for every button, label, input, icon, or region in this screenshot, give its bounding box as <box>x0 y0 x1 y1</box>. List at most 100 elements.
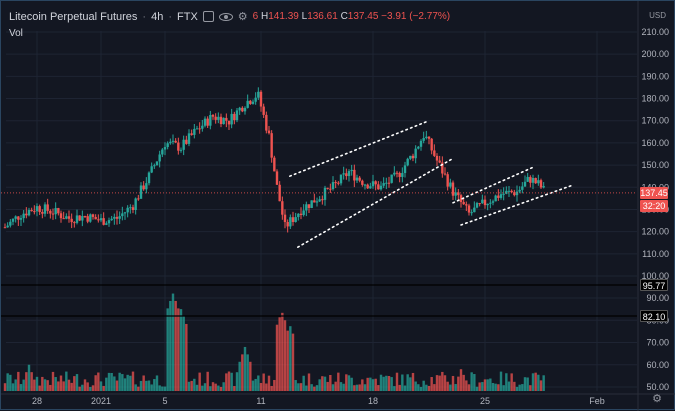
candle-body <box>449 182 452 187</box>
time-tick-label: 5 <box>162 396 167 406</box>
horizontal-levels <box>1 192 637 317</box>
volume-bar <box>414 381 417 391</box>
candle-body <box>246 100 249 108</box>
candle-body <box>534 177 537 184</box>
volume-bar <box>289 326 292 391</box>
chart-header: Litecoin Perpetual Futures · 4h · FTX ⚙ … <box>9 10 451 24</box>
candle-body <box>331 182 335 190</box>
volume-bar <box>139 380 143 391</box>
volume-bar <box>230 372 233 391</box>
volume-bar <box>441 371 444 391</box>
volume-bar <box>337 372 340 391</box>
time-tick-label: 2021 <box>91 396 111 406</box>
candle-body <box>115 216 119 219</box>
candle-body <box>369 186 372 189</box>
volume-indicator-label[interactable]: Vol <box>9 28 23 39</box>
interval-label[interactable]: 4h <box>151 10 164 23</box>
low-value: 136.61 <box>307 11 338 22</box>
volume-bar <box>267 375 271 391</box>
volume-bar <box>123 378 127 391</box>
trendline <box>296 157 454 248</box>
candle-body <box>187 133 191 144</box>
volume-bar <box>451 375 455 391</box>
volume-bar <box>241 354 244 391</box>
candle-body <box>169 141 172 144</box>
last-price-tag: 137.45 <box>640 187 668 199</box>
candle-body <box>502 193 505 195</box>
gear-icon[interactable]: ⚙ <box>237 11 248 23</box>
volume-bar <box>233 386 236 391</box>
currency-label: USD <box>649 11 666 20</box>
volume-bar <box>190 380 193 391</box>
candle-body <box>443 173 447 175</box>
volume-bar <box>11 383 15 391</box>
volume-bar <box>227 371 231 391</box>
volume-bar <box>195 384 199 391</box>
volume-bar <box>97 372 100 391</box>
candle-body <box>307 204 311 208</box>
volume-level-upper-tag: 95.77 <box>640 279 668 291</box>
volume-bar <box>419 386 423 391</box>
candle-body <box>14 216 17 219</box>
candle-body <box>145 183 148 190</box>
volume-bar <box>409 377 412 391</box>
candle-body <box>222 117 225 125</box>
volume-tick-label: 60.00 <box>646 360 669 370</box>
candle-body <box>206 118 209 126</box>
candle-body <box>75 215 79 223</box>
candle-body <box>382 183 385 186</box>
volume-bar <box>390 377 393 391</box>
volume-bar <box>473 374 476 391</box>
volume-bar <box>113 376 116 391</box>
square-icon[interactable] <box>202 11 214 22</box>
price-tick-label: 150.00 <box>641 160 669 170</box>
gear-icon[interactable]: ⚙ <box>652 393 662 405</box>
candle-body <box>19 218 23 220</box>
volume-bar <box>326 381 329 391</box>
price-tick-label: 210.00 <box>641 27 669 37</box>
volume-bar <box>81 384 84 391</box>
price-tick-label: 190.00 <box>641 71 669 81</box>
candle-body <box>366 184 369 189</box>
symbol-name[interactable]: Litecoin Perpetual Futures <box>9 10 138 23</box>
candle-body <box>435 155 439 161</box>
volume-bar <box>246 354 249 391</box>
volume-bar <box>142 375 145 391</box>
candle-body <box>414 148 417 159</box>
volume-bar <box>27 364 31 391</box>
candle-body <box>225 117 228 121</box>
volume-bar <box>342 383 345 391</box>
volume-bar <box>358 384 361 391</box>
candle-body <box>163 147 167 150</box>
candle-body <box>542 186 545 188</box>
candle-body <box>158 154 161 162</box>
candle-body <box>94 216 97 220</box>
volume-bar <box>534 372 537 391</box>
candle-body <box>43 204 47 214</box>
volume-bar <box>433 384 436 391</box>
volume-bar <box>134 384 137 391</box>
candle-body <box>83 216 87 218</box>
volume-bar <box>179 309 183 391</box>
volume-bar <box>507 381 511 391</box>
trendlines[interactable] <box>288 119 574 248</box>
candle-body <box>358 177 361 181</box>
price-axis[interactable]: 210.00 200.00 190.00 180.00 170.00 160.00 150.… <box>641 27 669 281</box>
eye-icon[interactable] <box>218 12 233 21</box>
candle-body <box>102 218 105 225</box>
volume-bar <box>9 374 12 391</box>
high-label: H <box>261 11 269 22</box>
volume-bar <box>243 346 247 391</box>
candle-body <box>129 207 132 209</box>
volume-bar <box>33 379 36 391</box>
candle-body <box>323 187 327 200</box>
volume-bar <box>385 375 388 391</box>
candle-body <box>249 100 252 104</box>
volume-bar <box>19 384 23 391</box>
volume-tick-label: 90.00 <box>646 293 669 303</box>
price-tick-label: 160.00 <box>641 138 669 148</box>
time-axis[interactable]: 28 2021 5 11 18 25 Feb <box>32 396 605 406</box>
candle-body <box>379 185 383 190</box>
